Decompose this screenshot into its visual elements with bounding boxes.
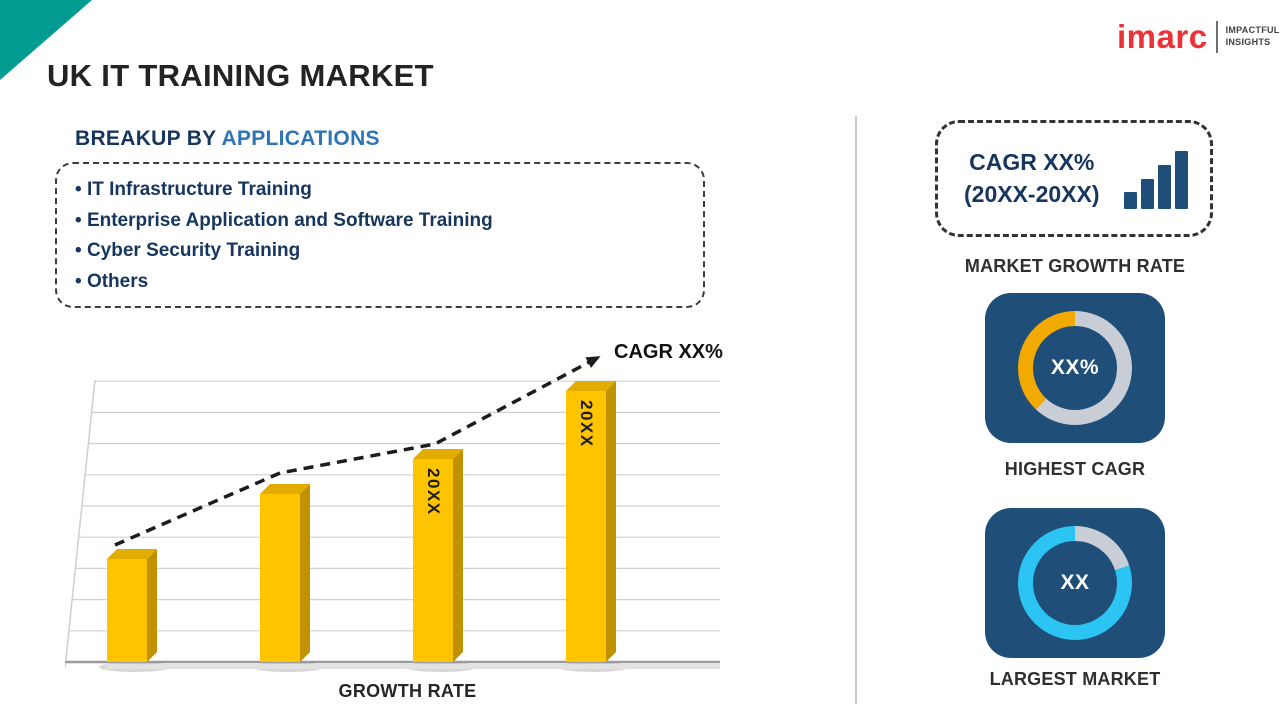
breakup-heading-prefix: BREAKUP BY [75,127,222,150]
baseline-shadow [105,664,720,669]
chart-bar: 20XX [566,390,606,662]
highest-cagr-card: XX% [985,293,1165,443]
chart-canvas [65,356,720,672]
largest-market-donut: XX [1018,526,1132,640]
bar-icon-bar [1141,178,1154,209]
bars-layer: 20XX 20XX [65,340,737,720]
cagr-line2: (20XX-20XX) [964,180,1100,207]
bar-icon-bar [1124,191,1137,209]
cagr-line1: CAGR XX% [969,149,1095,176]
breakup-heading: BREAKUP BY APPLICATIONS [75,127,380,151]
largest-market-card: XX [985,508,1165,658]
logo-tagline-bottom: INSIGHTS [1225,36,1271,47]
bar-label: 20XX [577,399,596,448]
trend-arrow [114,356,601,547]
breakup-item: Cyber Security Training [75,236,685,267]
imarc-logo: imarc IMPACTFUL INSIGHTS [1117,20,1280,53]
logo-tagline-top: IMPACTFUL [1225,24,1280,35]
largest-market-value: XX [1060,571,1090,594]
breakup-heading-highlight: APPLICATIONS [221,127,380,150]
bar-label: 20XX [424,468,443,516]
bar-chart-icon [1124,149,1188,209]
largest-market-label: LARGEST MARKET [989,669,1161,689]
chart-x-axis-label: GROWTH RATE [338,681,477,701]
breakup-list: IT Infrastructure TrainingEnterprise App… [75,175,685,297]
imarc-logo-text: imarc [1117,18,1208,55]
page-title: UK IT TRAINING MARKET [47,58,434,93]
market-growth-text: CAGR XX% (20XX-20XX) [964,147,1100,209]
bar-icon-bar [1175,150,1188,209]
highest-cagr-donut: XX% [1018,311,1132,425]
breakup-item: IT Infrastructure Training [75,175,685,206]
highest-cagr-label: HIGHEST CAGR [1004,459,1146,479]
chart-wall-diagonal [65,379,96,669]
vertical-divider [855,116,857,704]
chart-bar [260,493,300,662]
market-growth-rate-label: MARKET GROWTH RATE [964,256,1186,276]
chart-bar [107,559,147,662]
logo-separator [1215,20,1218,53]
bar-icon-bar [1158,164,1171,209]
cagr-annotation: CAGR XX% [614,341,723,363]
breakup-item: Others [75,267,685,298]
breakup-box: IT Infrastructure TrainingEnterprise App… [55,162,705,308]
growth-chart: 20XX 20XX CAGR XX% GROWTH RATE [65,340,737,720]
highest-cagr-value: XX% [1050,356,1100,379]
market-growth-box: CAGR XX% (20XX-20XX) [935,120,1213,237]
logo-tagline: IMPACTFUL INSIGHTS [1226,25,1280,48]
chart-bar: 20XX [413,459,453,662]
breakup-item: Enterprise Application and Software Trai… [75,206,685,237]
